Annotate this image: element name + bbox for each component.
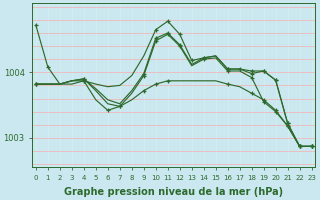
X-axis label: Graphe pression niveau de la mer (hPa): Graphe pression niveau de la mer (hPa)	[64, 187, 283, 197]
